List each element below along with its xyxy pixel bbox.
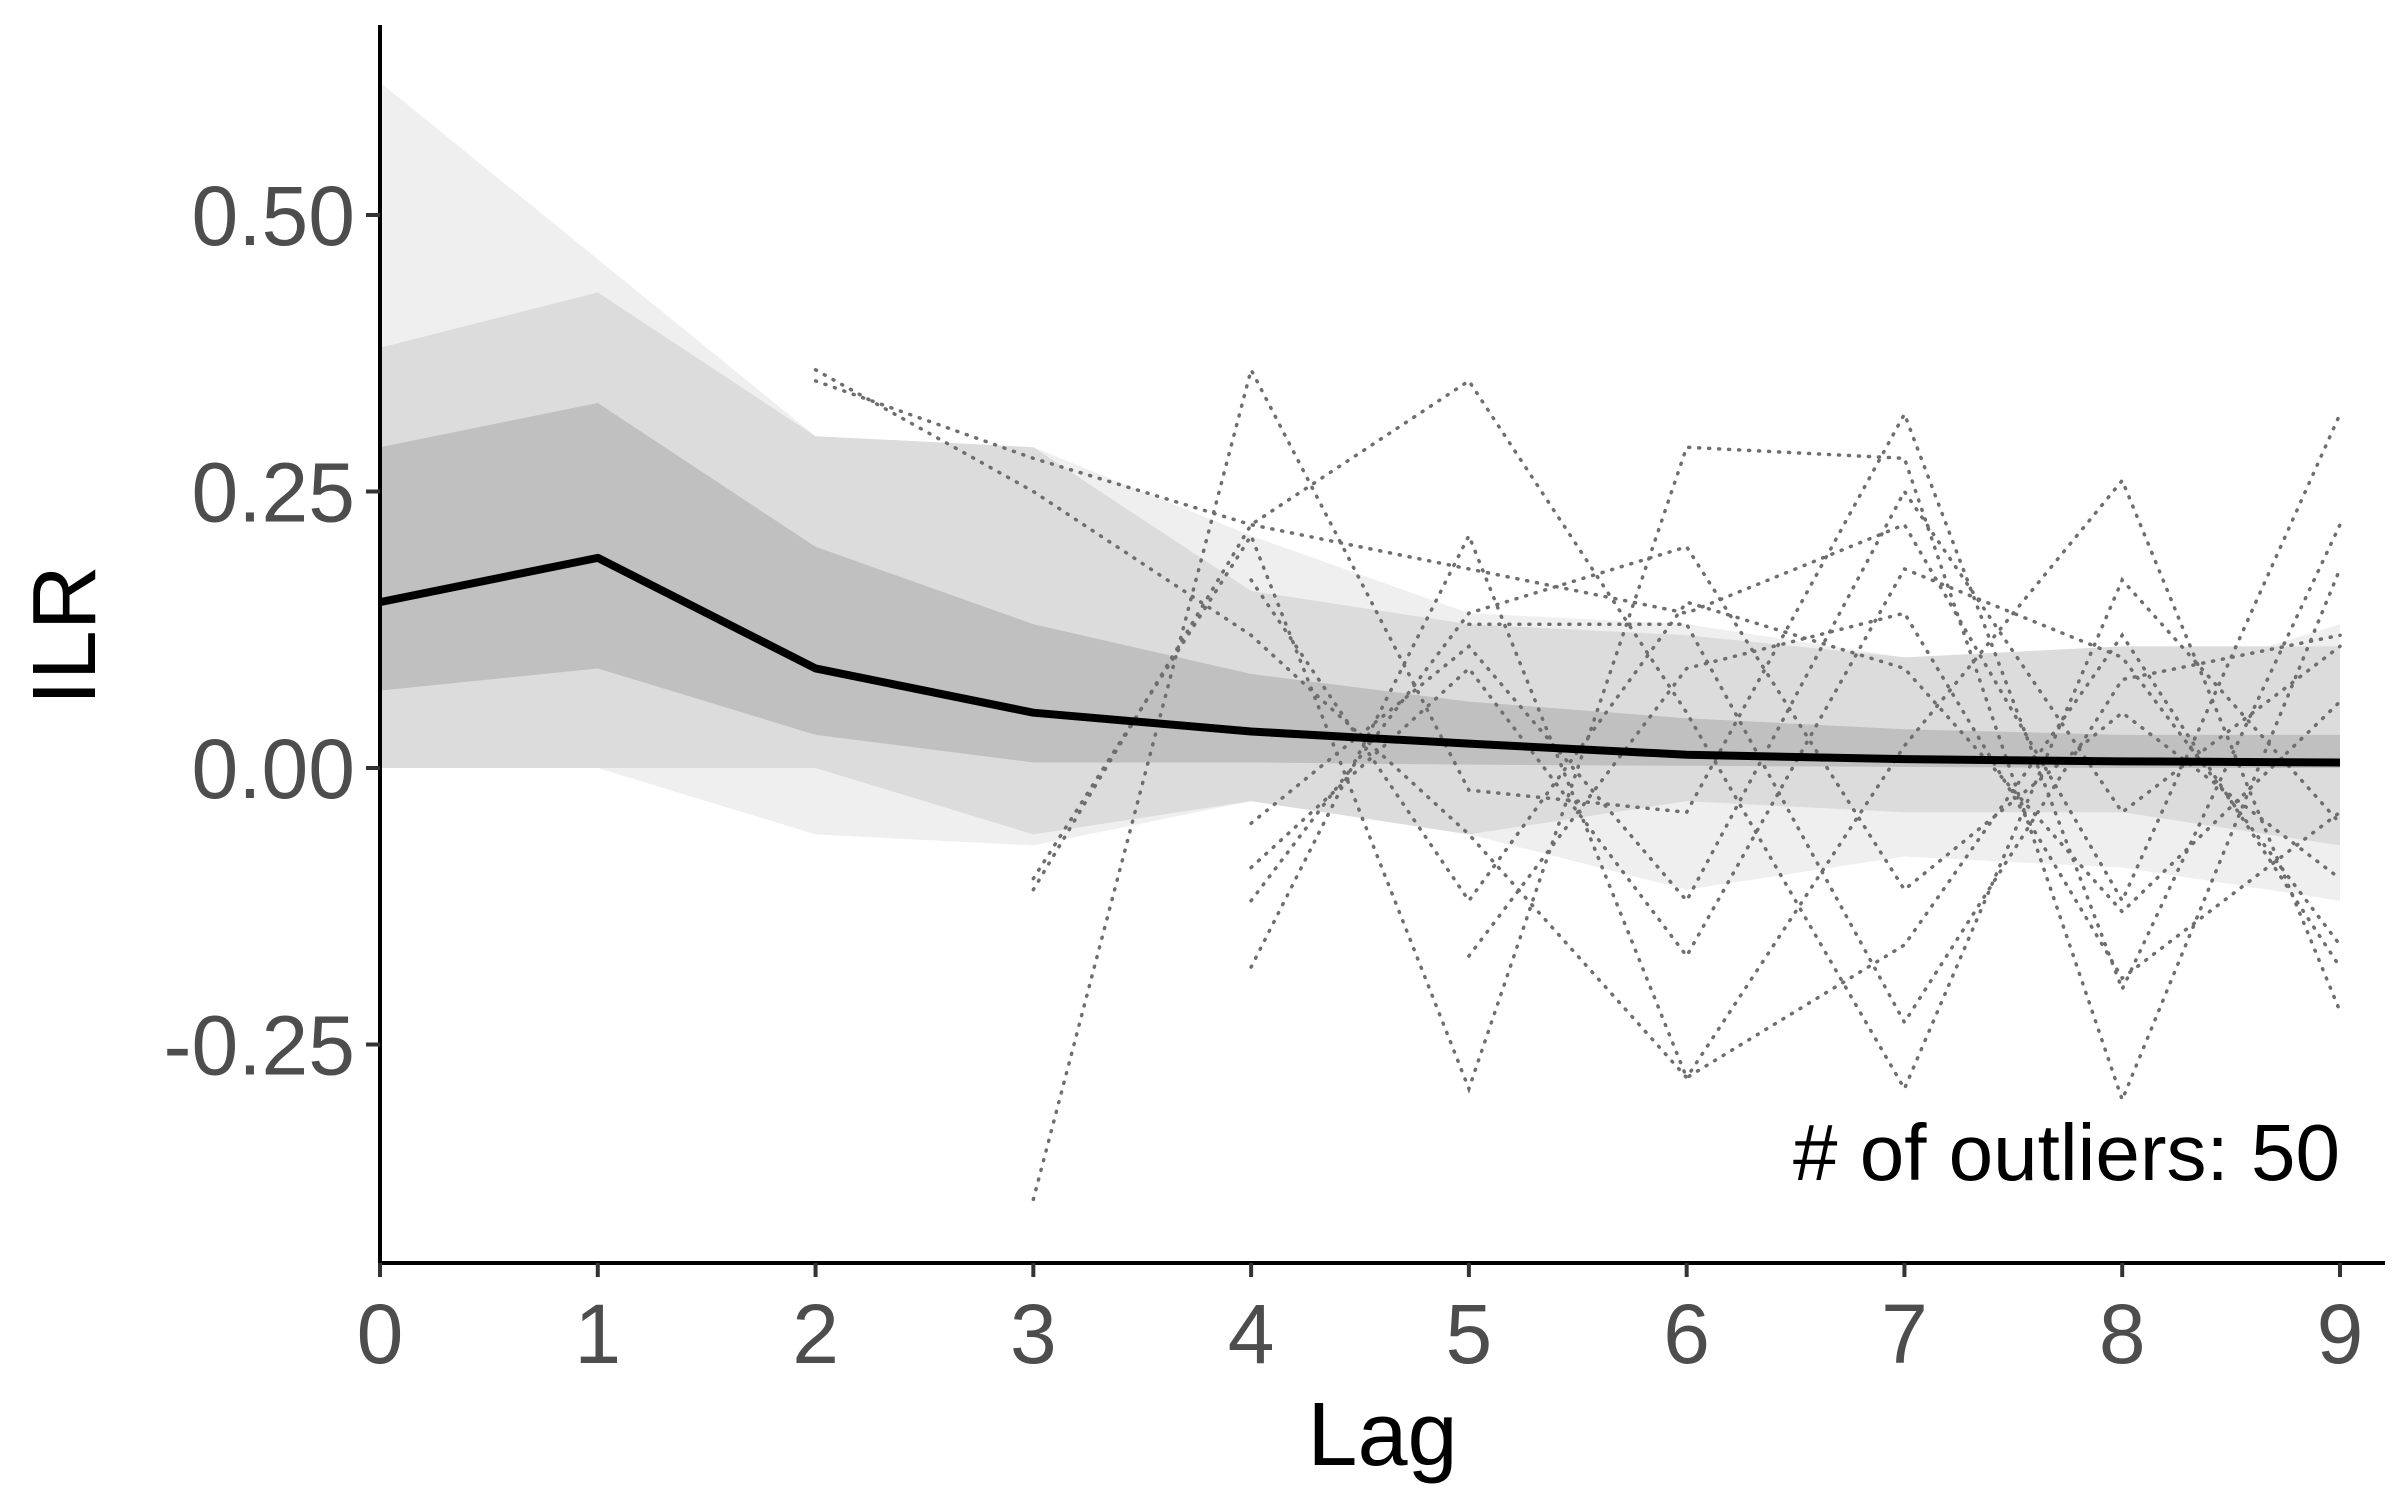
outlier-line-12 bbox=[1467, 611, 2342, 981]
y-tick-label-1: 0.00 bbox=[192, 722, 356, 816]
outlier-line-7 bbox=[1249, 488, 2342, 904]
x-tick-label-0: 0 bbox=[357, 1287, 404, 1381]
confidence-bands bbox=[380, 82, 2340, 901]
y-axis-title: ILR bbox=[15, 565, 115, 705]
y-tick-label-2: 0.25 bbox=[192, 446, 356, 540]
outlier-line-4 bbox=[1031, 378, 2342, 1093]
series-line-median bbox=[379, 553, 2341, 767]
outlier-line-1 bbox=[813, 368, 2342, 1081]
x-tick-label-7: 7 bbox=[1881, 1287, 1928, 1381]
x-tick-label-5: 5 bbox=[1446, 1287, 1493, 1381]
x-tick-label-6: 6 bbox=[1663, 1287, 1710, 1381]
outlier-line-11 bbox=[1467, 622, 2342, 1026]
median-line-layer bbox=[379, 553, 2341, 767]
x-tick-label-1: 1 bbox=[574, 1287, 621, 1381]
x-tick-label-8: 8 bbox=[2099, 1287, 2146, 1381]
x-tick-label-4: 4 bbox=[1228, 1287, 1275, 1381]
outlier-line-9 bbox=[1249, 578, 2342, 915]
outlier-count-annotation: # of outliers: 50 bbox=[1793, 1108, 2340, 1197]
outlier-line-3 bbox=[1031, 364, 2342, 1202]
x-tick-label-2: 2 bbox=[792, 1287, 839, 1381]
y-tick-label-0: -0.25 bbox=[164, 999, 355, 1093]
y-axis-ticks: -0.25 0.00 0.25 0.50 bbox=[164, 169, 380, 1093]
y-tick-label-3: 0.50 bbox=[192, 169, 356, 263]
x-tick-label-9: 9 bbox=[2317, 1287, 2364, 1381]
outlier-line-6 bbox=[1249, 531, 2342, 1081]
outlier-line-8 bbox=[1249, 544, 2342, 903]
outlier-line-2 bbox=[813, 379, 2342, 905]
x-axis-ticks: 0 1 2 3 4 5 6 7 8 9 bbox=[357, 1263, 2364, 1381]
outlier-lines bbox=[813, 364, 2342, 1202]
x-axis-title: Lag bbox=[1307, 1385, 1457, 1485]
x-tick-label-3: 3 bbox=[1010, 1287, 1057, 1381]
